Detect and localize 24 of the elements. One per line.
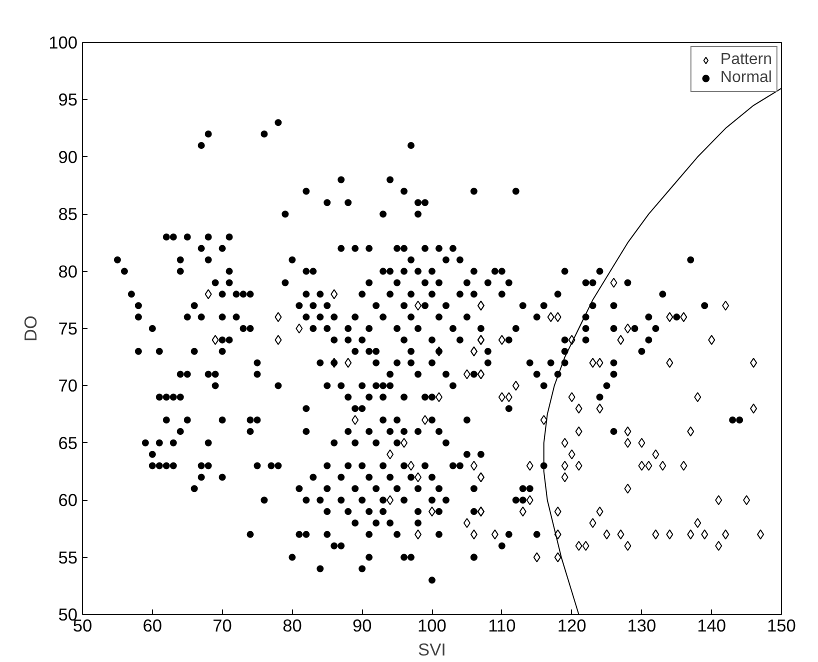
y-tick-label: 60 xyxy=(58,490,78,510)
x-tick-label: 60 xyxy=(142,616,162,636)
x-tick-label: 80 xyxy=(282,616,302,636)
x-axis-title: SVI xyxy=(418,640,446,660)
legend-label: Pattern xyxy=(720,51,772,69)
y-tick-label: 85 xyxy=(58,204,78,224)
x-tick-label: 120 xyxy=(557,616,586,636)
y-tick-label: 65 xyxy=(58,432,78,453)
y-tick-label: 75 xyxy=(58,318,78,338)
y-tick-label: 100 xyxy=(48,32,78,52)
x-tick-label: 90 xyxy=(352,616,372,636)
y-tick-label: 80 xyxy=(58,261,78,282)
y-tick-label: 90 xyxy=(58,146,78,167)
legend-label: Normal xyxy=(720,69,772,87)
y-tick-label: 55 xyxy=(58,547,78,568)
x-tick-label: 110 xyxy=(488,616,516,636)
x-tick-label: 70 xyxy=(212,616,232,636)
x-tick-label: 130 xyxy=(627,616,656,636)
x-tick-label: 100 xyxy=(418,616,446,636)
x-tick-label: 150 xyxy=(767,616,796,636)
y-axis-title: DO xyxy=(20,315,41,342)
y-tick-label: 95 xyxy=(58,90,78,110)
x-tick-label: 140 xyxy=(697,616,726,636)
y-tick-label: 70 xyxy=(58,376,78,396)
